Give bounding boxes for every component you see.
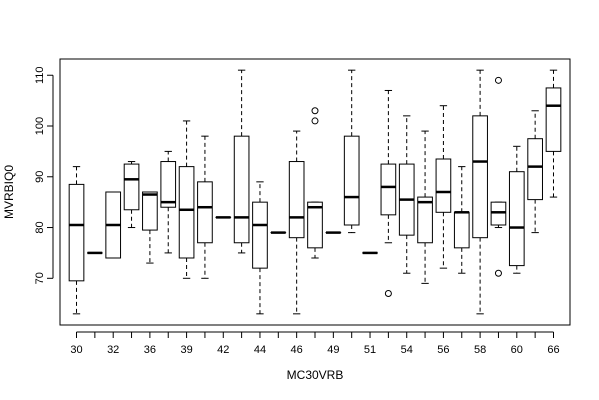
x-tick-label: 49 bbox=[327, 344, 339, 356]
box-36 bbox=[142, 191, 158, 264]
outlier-point bbox=[311, 117, 319, 125]
box-61 bbox=[527, 110, 543, 234]
box-iqr bbox=[178, 166, 195, 259]
box-iqr bbox=[343, 135, 360, 226]
x-tick-label: 42 bbox=[217, 344, 229, 356]
plot-frame bbox=[59, 58, 571, 326]
box-iqr bbox=[435, 158, 452, 213]
box-60 bbox=[508, 145, 525, 274]
box-56 bbox=[435, 105, 452, 269]
box-iqr bbox=[197, 181, 213, 244]
x-tick-label: 56 bbox=[437, 344, 449, 356]
box-47 bbox=[307, 107, 323, 259]
x-tick-label: 39 bbox=[180, 344, 192, 356]
box-54 bbox=[398, 115, 415, 274]
box-iqr bbox=[142, 191, 158, 231]
x-axis: 30 32 36 39 42 44 46 49 51 54 56 58 60 66 bbox=[70, 331, 560, 356]
x-tick-label: 54 bbox=[401, 344, 413, 356]
x-axis-label: MC30VRB bbox=[287, 368, 344, 382]
x-tick-label: 36 bbox=[144, 344, 156, 356]
x-tick-label: 58 bbox=[474, 344, 486, 356]
box-66 bbox=[545, 69, 562, 198]
outlier-point bbox=[311, 107, 319, 115]
x-tick-label: 51 bbox=[364, 344, 376, 356]
box-58 bbox=[472, 69, 488, 315]
box-iqr bbox=[68, 183, 85, 282]
y-tick-label: 70 bbox=[34, 272, 46, 284]
box-40 bbox=[197, 135, 213, 279]
box-33 bbox=[123, 161, 140, 229]
x-tick-label: 30 bbox=[70, 344, 82, 356]
y-axis-label: MVRBIQ0 bbox=[2, 165, 16, 219]
box-iqr bbox=[252, 201, 268, 269]
outlier-point bbox=[494, 76, 502, 84]
box-39 bbox=[178, 120, 195, 279]
box-iqr bbox=[123, 163, 140, 211]
box-iqr bbox=[160, 161, 177, 208]
y-tick-label: 110 bbox=[34, 66, 46, 84]
box-43 bbox=[233, 69, 250, 254]
box-iqr bbox=[508, 171, 525, 267]
box-30 bbox=[68, 166, 85, 315]
box-50 bbox=[343, 69, 360, 234]
x-tick-label: 32 bbox=[107, 344, 119, 356]
y-tick-label: 80 bbox=[34, 221, 46, 233]
box-iqr bbox=[490, 201, 507, 226]
box-iqr bbox=[453, 211, 470, 249]
x-tick-label: 44 bbox=[254, 344, 266, 356]
x-tick-label: 60 bbox=[511, 344, 523, 356]
y-axis: 70 80 90 100 110 bbox=[34, 66, 54, 284]
box-iqr bbox=[380, 163, 397, 216]
box-iqr bbox=[472, 115, 488, 239]
x-tick-label: 46 bbox=[291, 344, 303, 356]
outlier-point bbox=[494, 269, 502, 277]
box-46 bbox=[288, 130, 305, 315]
box-iqr bbox=[545, 87, 562, 152]
boxes bbox=[68, 69, 562, 315]
y-tick-label: 100 bbox=[34, 117, 46, 135]
box-iqr bbox=[417, 196, 433, 244]
box-iqr bbox=[233, 135, 250, 244]
box-57 bbox=[453, 166, 470, 274]
box-37 bbox=[160, 150, 177, 254]
box-iqr bbox=[288, 161, 305, 239]
y-tick-label: 90 bbox=[34, 171, 46, 183]
box-53 bbox=[380, 89, 397, 298]
box-59 bbox=[490, 76, 507, 277]
box-44 bbox=[252, 181, 268, 315]
box-32 bbox=[105, 191, 122, 259]
box-iqr bbox=[307, 201, 323, 249]
outlier-point bbox=[384, 290, 392, 298]
box-iqr bbox=[527, 138, 543, 201]
box-55 bbox=[417, 130, 433, 284]
x-tick-label: 66 bbox=[547, 344, 559, 356]
